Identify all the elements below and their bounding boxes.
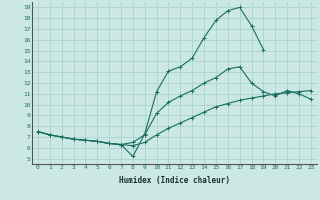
X-axis label: Humidex (Indice chaleur): Humidex (Indice chaleur) xyxy=(119,176,230,185)
